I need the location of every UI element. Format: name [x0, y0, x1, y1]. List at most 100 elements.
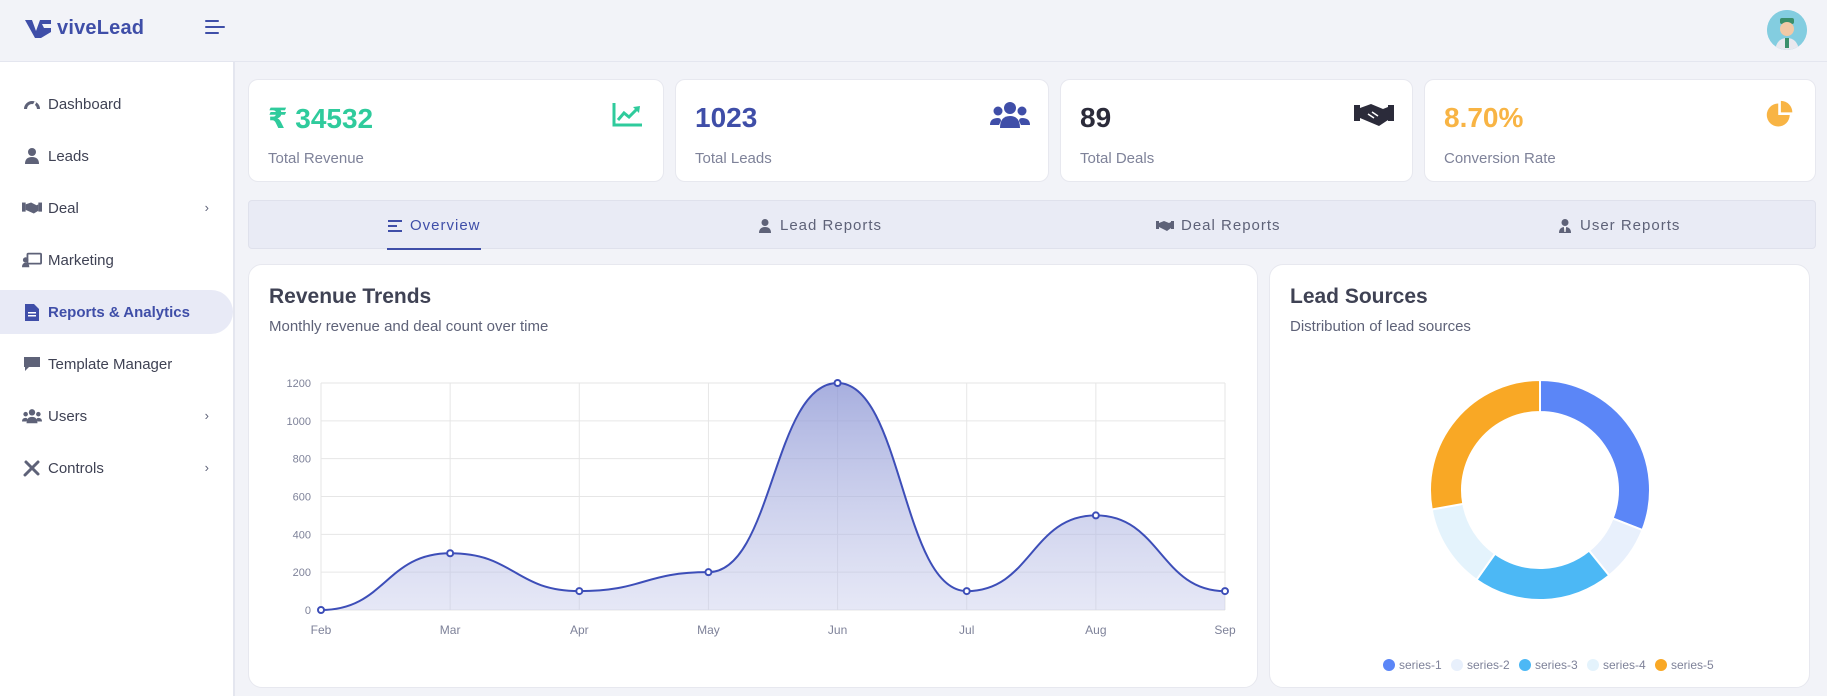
data-point: [1221, 587, 1229, 596]
sidebar-item-marketing[interactable]: Marketing: [0, 238, 233, 282]
stat-label: Total Revenue: [268, 150, 364, 167]
legend-marker: [1587, 659, 1599, 671]
tab-label: Overview: [410, 217, 481, 234]
sidebar-item-label: Deal: [48, 199, 79, 217]
sidebar-item-label: Template Manager: [48, 355, 173, 373]
tab-lead-reports[interactable]: Lead Reports: [757, 201, 882, 250]
donut-slice: [1430, 502, 1497, 582]
x-tick-label: Aug: [1085, 623, 1106, 637]
user-avatar[interactable]: [1767, 10, 1807, 50]
panel-subtitle: Distribution of lead sources: [1290, 318, 1471, 335]
stat-card-conversion-rate: 8.70% Conversion Rate: [1424, 79, 1816, 182]
sidebar-item-label: Dashboard: [48, 95, 122, 113]
stat-value: 89: [1080, 102, 1112, 133]
menu-toggle-button[interactable]: [205, 20, 225, 38]
legend-label: series-2: [1467, 658, 1510, 672]
sidebar-item-label: Controls: [48, 459, 104, 477]
y-tick-label: 1000: [287, 416, 311, 428]
sidebar-item-label: Users: [48, 407, 88, 425]
align-left-icon: [387, 218, 403, 234]
x-tick-label: Sep: [1214, 623, 1236, 637]
comment-icon: [22, 355, 42, 373]
sidebar-item-controls[interactable]: Controls ›: [0, 446, 233, 490]
revenue-trends-panel: Revenue Trends Monthly revenue and deal …: [248, 264, 1258, 688]
donut-slice: [1475, 549, 1611, 601]
series-line: [320, 381, 1226, 611]
legend-label: series-4: [1603, 658, 1646, 672]
tab-deal-reports[interactable]: Deal Reports: [1156, 201, 1281, 250]
chevron-right-icon: ›: [204, 200, 209, 215]
legend-marker: [1451, 659, 1463, 671]
y-tick-label: 400: [293, 529, 311, 541]
x-tick-label: Feb: [311, 623, 332, 637]
sidebar-item-deal[interactable]: Deal ›: [0, 186, 233, 230]
stat-card-total-revenue: ₹ 34532 Total Revenue: [248, 79, 664, 182]
data-point: [704, 568, 713, 577]
handshake-icon: [22, 199, 42, 217]
report-tabs: Overview Lead Reports Deal Reports User …: [248, 200, 1816, 250]
revenue-area-chart: 0 200 400 600 800 1000 1200 Feb Mar Apr May Jun Jul A…: [287, 378, 1236, 637]
menu-line: [205, 20, 219, 22]
donut-slice: [1429, 378, 1541, 511]
legend-label: series-5: [1671, 658, 1714, 672]
data-point: [833, 379, 842, 387]
data-point: [1091, 511, 1100, 520]
app-logo[interactable]: viveLead: [24, 17, 144, 40]
users-icon: [22, 407, 42, 425]
app-name: viveLead: [57, 17, 145, 39]
legend-label: series-1: [1399, 658, 1442, 672]
y-tick-label: 1200: [287, 378, 311, 390]
sidebar-item-dashboard[interactable]: Dashboard: [0, 82, 233, 126]
dashboard-icon: [22, 95, 42, 113]
tab-user-reports[interactable]: User Reports: [1557, 201, 1680, 250]
users-icon: [990, 102, 1030, 128]
stat-card-total-deals: 89 Total Deals: [1060, 79, 1413, 182]
sidebar: Dashboard Leads Deal › Marketing Reports…: [0, 62, 235, 696]
tab-overview[interactable]: Overview: [387, 201, 481, 250]
chevron-right-icon: ›: [204, 460, 209, 475]
sidebar-item-label: Marketing: [48, 251, 114, 269]
legend-marker: [1383, 659, 1395, 671]
sidebar-item-users[interactable]: Users ›: [0, 394, 233, 438]
user-icon: [22, 147, 42, 165]
menu-line: [205, 26, 225, 28]
sidebar-item-reports-analytics[interactable]: Reports & Analytics: [0, 290, 233, 334]
tools-icon: [22, 459, 42, 477]
data-point: [446, 549, 455, 558]
legend-label: series-3: [1535, 658, 1578, 672]
user-tie-icon: [1557, 218, 1573, 234]
file-report-icon: [22, 303, 42, 321]
handshake-icon: [1354, 104, 1394, 126]
user-icon: [757, 218, 773, 234]
panel-subtitle: Monthly revenue and deal count over time: [269, 318, 549, 335]
tab-label: Lead Reports: [780, 217, 883, 234]
lead-sources-panel: Lead Sources Distribution of lead source…: [1269, 264, 1810, 688]
sidebar-item-leads[interactable]: Leads: [0, 134, 233, 178]
tab-label: User Reports: [1580, 217, 1681, 234]
y-tick-label: 800: [293, 454, 311, 466]
tab-label: Deal Reports: [1181, 217, 1281, 234]
chalkboard-user-icon: [22, 251, 42, 269]
x-tick-label: Apr: [570, 623, 589, 637]
menu-line: [205, 32, 219, 34]
stat-label: Total Leads: [695, 150, 772, 167]
stat-value: 1023: [695, 102, 758, 133]
chart-line-icon: [612, 103, 642, 127]
data-point: [962, 587, 971, 596]
stat-value: 8.70%: [1444, 102, 1524, 133]
pie-chart-icon: [1766, 100, 1793, 127]
stat-value: ₹ 34532: [268, 103, 374, 134]
top-bar: viveLead: [0, 0, 1827, 62]
chevron-right-icon: ›: [204, 408, 209, 423]
sidebar-item-template-manager[interactable]: Template Manager: [0, 342, 233, 386]
data-point: [575, 587, 584, 596]
panel-title: Lead Sources: [1290, 285, 1428, 308]
x-tick-label: Mar: [440, 623, 461, 637]
stat-label: Conversion Rate: [1444, 150, 1556, 167]
panel-title: Revenue Trends: [269, 285, 432, 308]
x-tick-label: May: [697, 623, 720, 637]
x-tick-label: Jul: [959, 623, 974, 637]
stat-label: Total Deals: [1080, 150, 1155, 167]
area-fill: [321, 383, 1225, 610]
legend-marker: [1519, 659, 1531, 671]
